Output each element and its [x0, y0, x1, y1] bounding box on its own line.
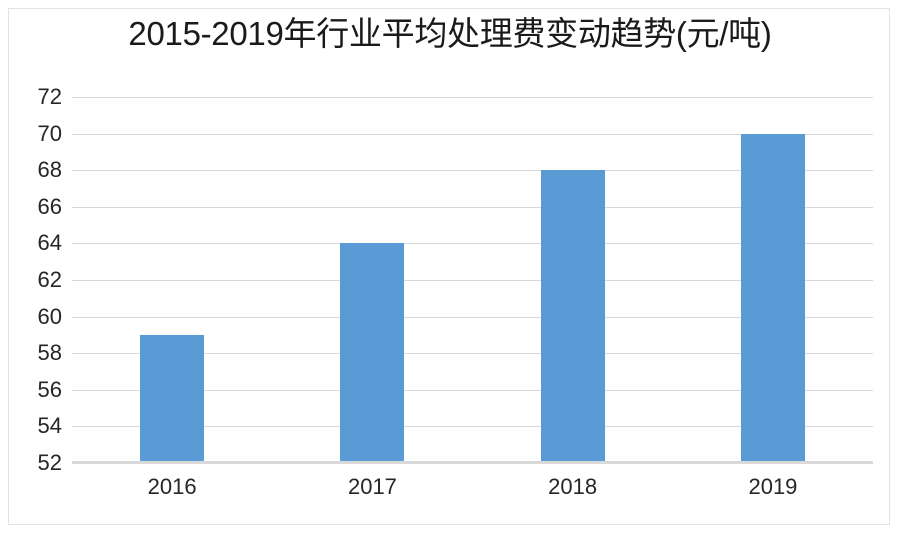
bar-2017[interactable] — [340, 243, 405, 463]
gridline — [72, 316, 873, 318]
gridline — [72, 170, 873, 172]
y-axis-tick-label: 52 — [37, 450, 62, 475]
y-axis-tick-label: 70 — [37, 120, 62, 146]
plot-area — [72, 97, 873, 464]
bars-layer — [72, 97, 873, 463]
chart-title: 2015-2019年行业平均处理费变动趋势(元/吨) — [128, 15, 772, 52]
y-axis-tick-label: 54 — [37, 413, 62, 439]
gridline — [72, 280, 873, 281]
gridlines — [72, 97, 873, 464]
x-axis-tick-label: 2017 — [347, 474, 397, 499]
y-axis-labels: 72 70 68 66 64 62 60 58 56 54 52 — [0, 86, 62, 474]
gridline — [72, 463, 873, 464]
bar-2018[interactable] — [540, 170, 605, 463]
gridline — [72, 133, 873, 135]
gridline — [72, 206, 873, 208]
x-axis-tick-label: 2016 — [147, 474, 197, 499]
bar-2019[interactable] — [740, 133, 805, 463]
x-axis-labels: 2016 2017 2018 2019 — [72, 472, 873, 512]
x-axis-line — [72, 461, 873, 463]
y-axis-tick-label: 72 — [37, 84, 62, 109]
x-axis-tick-label: 2018 — [548, 474, 598, 499]
y-axis-tick-label: 64 — [37, 230, 62, 256]
gridline — [72, 389, 873, 391]
gridline — [72, 243, 873, 245]
y-axis-tick-label: 58 — [37, 340, 62, 366]
bar-2016[interactable] — [140, 334, 205, 463]
y-axis-tick-label: 60 — [37, 303, 62, 329]
y-axis-tick-label: 66 — [37, 193, 62, 219]
y-axis-tick-label: 56 — [37, 376, 62, 402]
y-axis-tick-label: 62 — [37, 267, 62, 292]
gridline — [72, 97, 873, 98]
gridline — [72, 426, 873, 428]
x-axis-tick-label: 2019 — [748, 474, 798, 499]
gridline — [72, 353, 873, 355]
y-axis-tick-label: 68 — [37, 157, 62, 183]
